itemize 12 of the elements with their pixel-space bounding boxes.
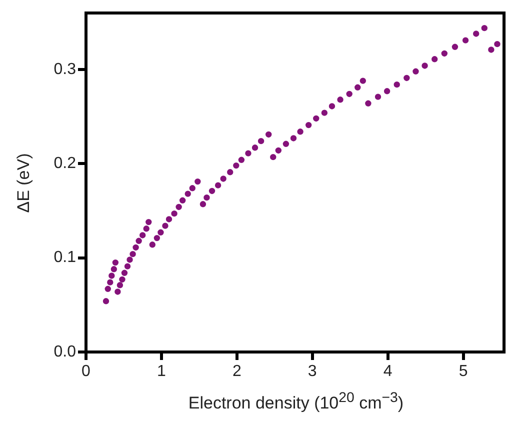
- x-axis-title: Electron density (10$^{20}$ cm$^{−3}$): [187, 390, 405, 414]
- y-tick-label: 0.0: [54, 343, 76, 360]
- y-tick-label: 0.2: [54, 155, 76, 172]
- x-tick-label: 2: [232, 363, 242, 380]
- x-tick-label: 4: [383, 363, 392, 380]
- y-axis-title: ΔE (eV): [14, 153, 34, 213]
- x-tick-label: 0: [82, 363, 91, 380]
- y-tick-label: 0.1: [54, 249, 76, 266]
- x-tick-label: 1: [157, 363, 166, 380]
- x-tick-label: 3: [308, 363, 317, 380]
- x-tick-label: 5: [458, 363, 468, 380]
- y-tick-label: 0.3: [54, 60, 76, 78]
